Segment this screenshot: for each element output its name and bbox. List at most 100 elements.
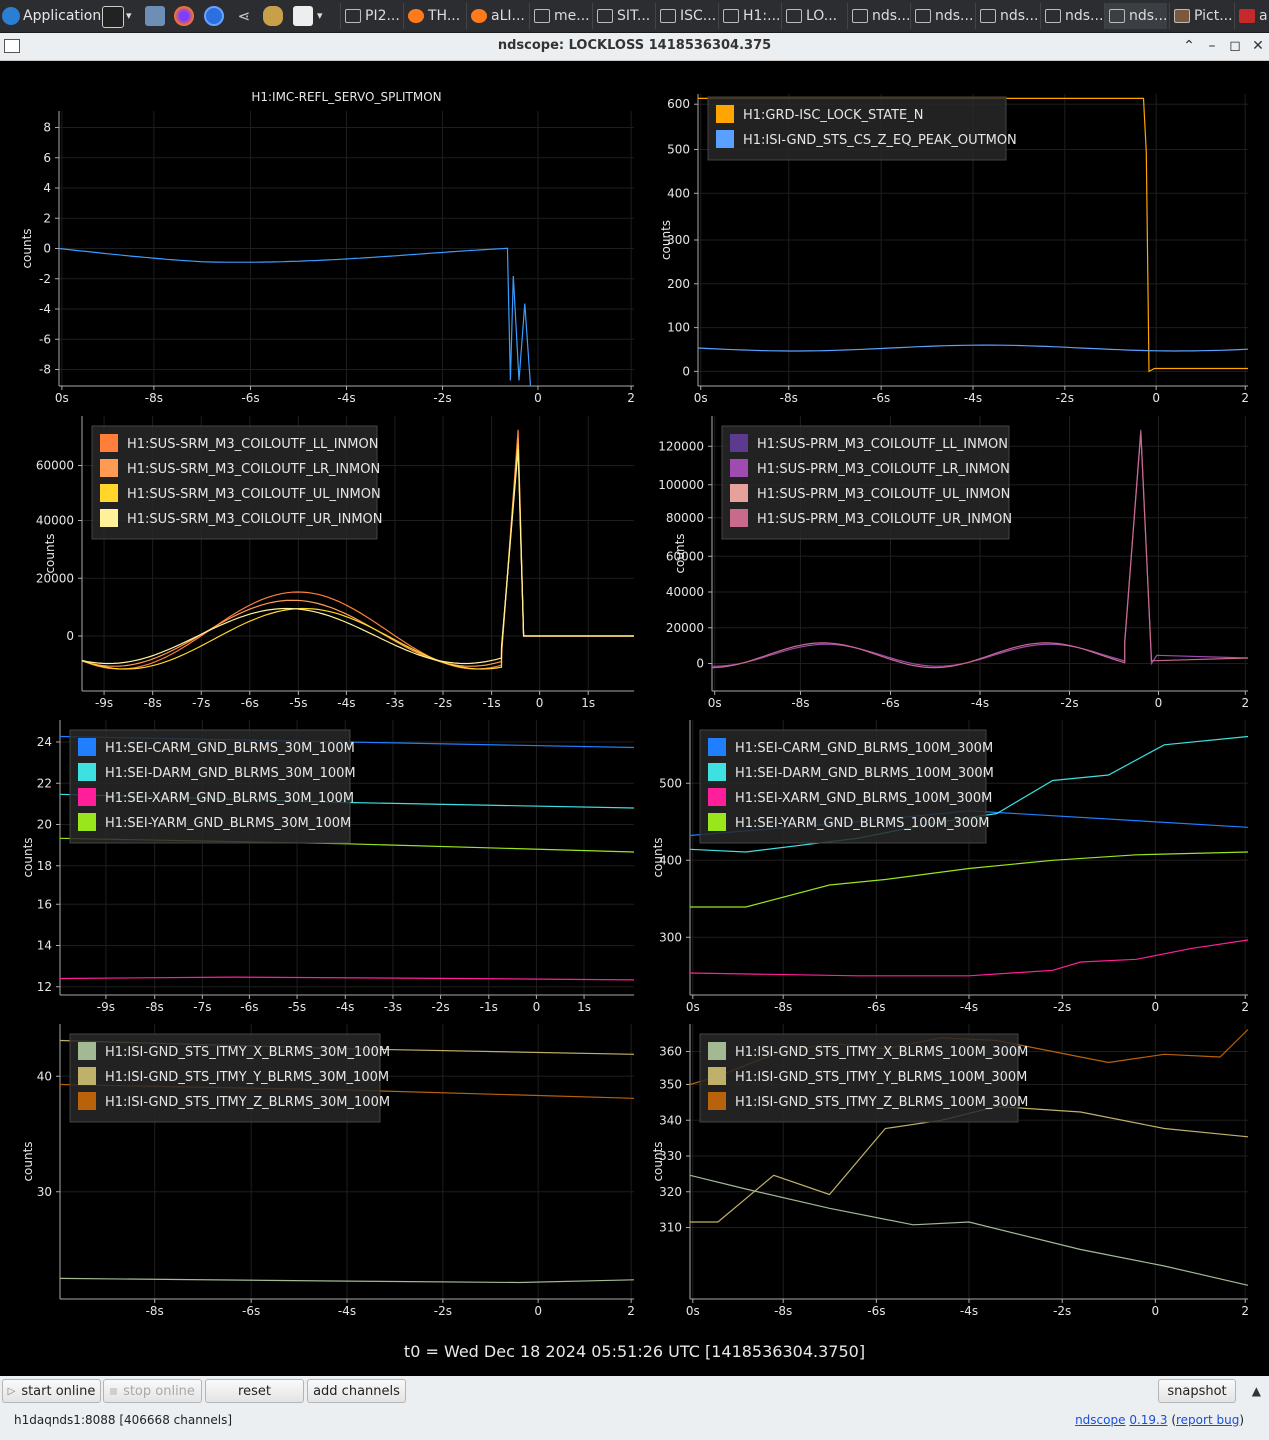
- maximize-button[interactable]: ◻: [1229, 38, 1241, 54]
- data-trace: [81, 448, 634, 665]
- firefox-icon[interactable]: [174, 6, 194, 26]
- taskbar-task-active[interactable]: nds...: [1104, 3, 1167, 29]
- legend-box[interactable]: [707, 96, 1007, 161]
- y-tick-label: 18: [37, 859, 52, 873]
- legend-box[interactable]: [721, 425, 1010, 540]
- taskbar-task[interactable]: PI2...: [340, 3, 403, 29]
- legend-swatch: [78, 813, 96, 831]
- y-tick-label: 14: [37, 939, 52, 953]
- data-trace: [81, 443, 634, 670]
- taskbar-task[interactable]: Pict...: [1169, 3, 1232, 29]
- x-tick-label: 0s: [686, 1000, 700, 1014]
- legend-box[interactable]: [699, 1033, 1019, 1123]
- x-tick-label: 0s: [686, 1304, 700, 1318]
- x-tick-label: -6s: [872, 391, 890, 405]
- add-channels-button[interactable]: add channels: [307, 1379, 406, 1403]
- folder-icon[interactable]: [145, 6, 165, 26]
- taskbar-task[interactable]: me...: [529, 3, 592, 29]
- legend-box[interactable]: [69, 729, 351, 844]
- x-tick-label: 0: [1152, 1000, 1160, 1014]
- x-tick-label: -2s: [434, 696, 452, 710]
- legend-label: H1:SEI-CARM_GND_BLRMS_30M_100M: [105, 741, 355, 756]
- x-tick-label: 2: [1241, 391, 1249, 405]
- report-bug-link[interactable]: report bug: [1176, 1413, 1240, 1427]
- x-tick-label: -2s: [1056, 391, 1074, 405]
- plot-panel[interactable]: 500 400 300 0s -8s -6s -4s -2s 0 2 counts H1:SEI-CA…: [651, 720, 1249, 1014]
- chevron-down-icon[interactable]: ▾: [126, 9, 132, 22]
- x-tick-label: -7s: [193, 1000, 211, 1014]
- taskbar-task[interactable]: ISC...: [655, 3, 718, 29]
- y-tick-label: 100000: [658, 478, 704, 492]
- taskbar-task[interactable]: LO...: [781, 3, 844, 29]
- close-button[interactable]: ✕: [1252, 38, 1264, 54]
- taskbar-task[interactable]: nds...: [1040, 3, 1103, 29]
- plot-panel[interactable]: 120000 100000 80000 60000 40000 20000 0 0s -8s -6…: [658, 416, 1249, 710]
- legend-label: H1:SUS-SRM_M3_COILOUTF_UR_INMON: [127, 512, 383, 527]
- taskbar-task[interactable]: SIT...: [592, 3, 655, 29]
- y-tick-label: 500: [667, 142, 690, 156]
- taskbar-task[interactable]: H1:...: [718, 3, 781, 29]
- x-tick-label: -6s: [242, 1304, 260, 1318]
- x-tick-label: -8s: [145, 391, 163, 405]
- stop-online-button[interactable]: stop online: [103, 1379, 202, 1403]
- collapse-triangle-icon[interactable]: ▲: [1251, 1384, 1261, 1398]
- share-icon[interactable]: ⋖: [237, 7, 251, 25]
- terminal-icon[interactable]: [102, 6, 124, 28]
- taskbar-task[interactable]: nds...: [975, 3, 1038, 29]
- chevron-down-icon[interactable]: ▾: [317, 9, 323, 22]
- ndscope-link[interactable]: ndscope: [1075, 1413, 1126, 1427]
- legend-label: H1:SEI-XARM_GND_BLRMS_30M_100M: [105, 791, 354, 806]
- chromium-icon[interactable]: [204, 6, 224, 26]
- y-tick-label: 60000: [36, 459, 74, 473]
- y-axis-label: counts: [673, 533, 687, 573]
- window-menu-icon[interactable]: [4, 39, 20, 53]
- y-tick-label: 0: [682, 364, 690, 378]
- legend-box[interactable]: [91, 425, 378, 540]
- version-link[interactable]: 0.19.3: [1129, 1413, 1168, 1427]
- text-editor-icon[interactable]: [293, 6, 313, 26]
- legend-label: H1:SEI-YARM_GND_BLRMS_30M_100M: [105, 816, 351, 831]
- minimize-button[interactable]: –: [1208, 38, 1216, 54]
- plot-panel[interactable]: 60000 40000 20000 0 -9s -8s -7s -6s -5s -4s -3s -2s…: [36, 416, 634, 710]
- reset-button[interactable]: reset: [205, 1379, 304, 1403]
- x-tick-label: 0s: [694, 391, 708, 405]
- plot-panel[interactable]: 8 6 4 2 0 -2 -4 -6 -8 0s -8s -6s -4s -2s 0 2 counts H1:IM…: [20, 90, 635, 405]
- legend-box[interactable]: [69, 1033, 381, 1123]
- plot-panel[interactable]: 600 500 400 300 200 100 0 0s -8s -6s -4s -2s 0 2 count…: [659, 94, 1249, 405]
- chevron-up-icon[interactable]: ⌃: [1183, 38, 1195, 54]
- x-tick-label: 0: [1152, 1304, 1160, 1318]
- monitor-icon: [786, 9, 802, 23]
- taskbar-task[interactable]: a: [1234, 3, 1269, 29]
- applications-menu[interactable]: Applications: [2, 4, 109, 28]
- taskbar-task[interactable]: aLI...: [466, 3, 529, 29]
- plot-title: H1:IMC-REFL_SERVO_SPLITMON: [251, 90, 441, 104]
- plot-panel[interactable]: 40 30 -8s -6s -4s -2s 0 2 counts H1:ISI-GND_STS_I…: [21, 1024, 635, 1318]
- legend-label: H1:SEI-DARM_GND_BLRMS_100M_300M: [735, 766, 994, 781]
- snapshot-button[interactable]: snapshot: [1158, 1379, 1236, 1403]
- users-icon[interactable]: [263, 6, 283, 26]
- data-trace: [689, 735, 1249, 853]
- taskbar-task[interactable]: nds...: [847, 3, 910, 29]
- x-tick-label: -3s: [386, 696, 404, 710]
- plot-panel[interactable]: 24 22 20 18 16 14 12 -9s -8s -7s -6s -5s -4s -3s -2s -1…: [21, 720, 635, 1014]
- taskbar-task[interactable]: nds...: [910, 3, 973, 29]
- legend-box[interactable]: [699, 729, 987, 844]
- legend-swatch: [708, 788, 726, 806]
- y-tick-label: 20: [37, 818, 52, 832]
- x-tick-label: -9s: [95, 696, 113, 710]
- y-tick-label: 22: [37, 776, 52, 790]
- start-online-button[interactable]: ▷ start online: [2, 1379, 101, 1403]
- x-tick-label: -9s: [97, 1000, 115, 1014]
- x-tick-label: 2: [1241, 696, 1249, 710]
- taskbar-task[interactable]: TH...: [403, 3, 466, 29]
- legend-swatch: [78, 1042, 96, 1060]
- plot-panel[interactable]: 360 350 340 330 320 310 0s -8s -6s -4s -2s 0 2 counts…: [651, 1024, 1249, 1318]
- legend-label: H1:SUS-PRM_M3_COILOUTF_LL_INMON: [757, 437, 1008, 452]
- x-tick-label: 2: [627, 391, 635, 405]
- legend-label: H1:ISI-GND_STS_ITMY_Z_BLRMS_30M_100M: [105, 1095, 390, 1110]
- play-icon: ▷: [7, 1385, 16, 1397]
- x-tick-label: 1s: [581, 696, 595, 710]
- y-tick-label: 16: [37, 897, 52, 911]
- t0-label: t0 = Wed Dec 18 2024 05:51:26 UTC [14185…: [403, 1342, 866, 1361]
- legend-swatch: [730, 509, 748, 527]
